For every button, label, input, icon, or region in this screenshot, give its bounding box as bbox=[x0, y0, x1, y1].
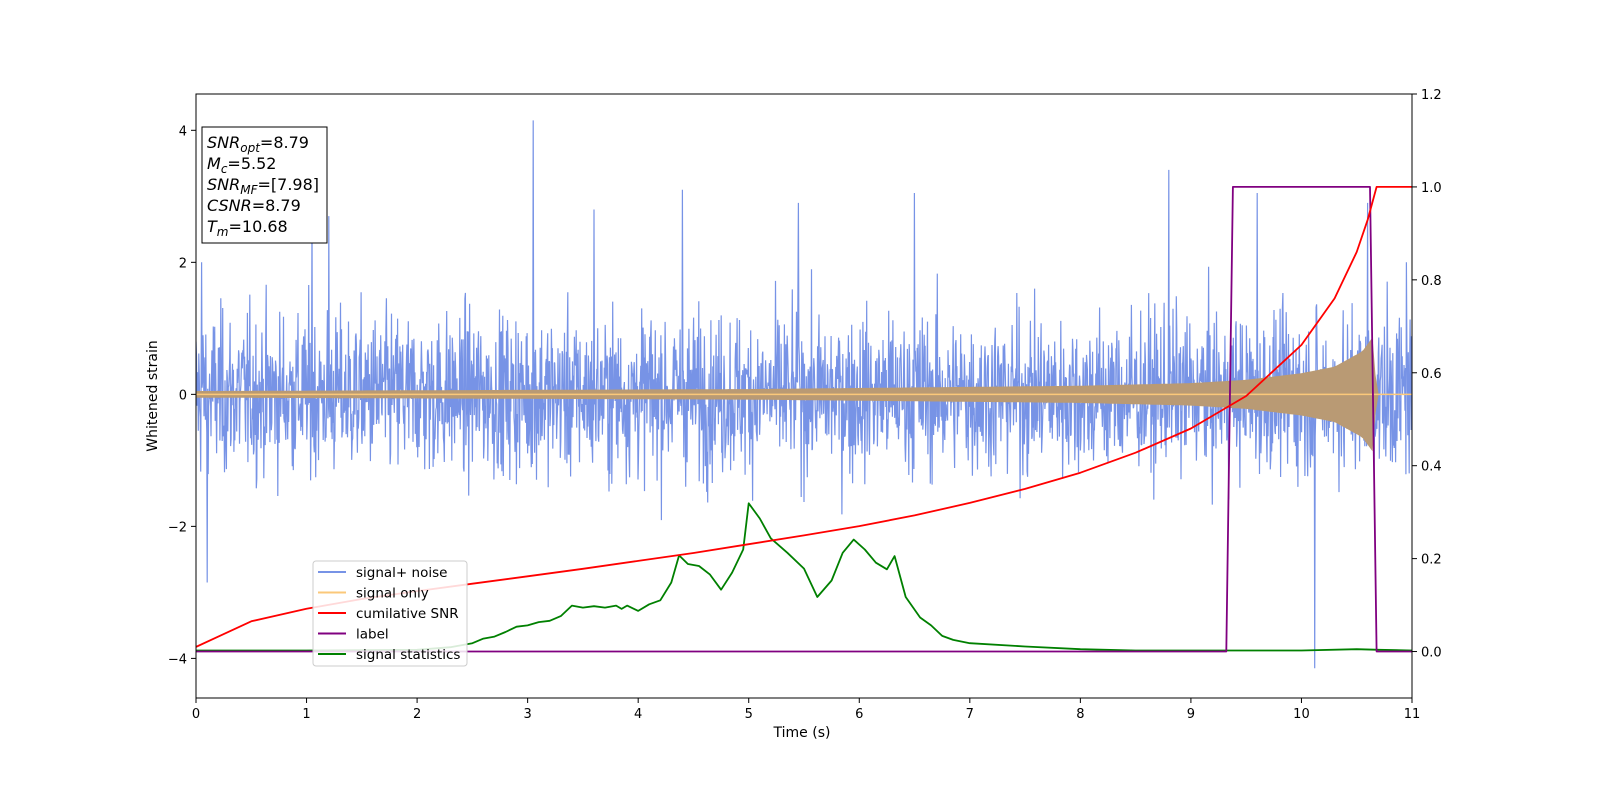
x-axis: 0 1 2 3 4 5 6 7 8 9 10 11 bbox=[192, 698, 1420, 722]
series-line-3 bbox=[196, 186, 1412, 653]
y-tick-label: 0 bbox=[179, 388, 187, 403]
x-tick-label: 4 bbox=[634, 707, 642, 722]
x-tick-label: 5 bbox=[745, 707, 753, 722]
x-tick-label: 9 bbox=[1187, 707, 1195, 722]
annotation-line: Mc=5.52 bbox=[207, 154, 276, 176]
annotation-frame bbox=[201, 126, 328, 244]
legend: signal+ noise signal only cumilative SNR la… bbox=[312, 560, 468, 667]
x-tick-label: 0 bbox=[192, 707, 200, 722]
y2-tick-label: 1.2 bbox=[1421, 88, 1442, 103]
y-axis-title: Whitened strain bbox=[145, 340, 161, 451]
legend-label: cumilative SNR bbox=[356, 606, 459, 622]
y2-tick-label: 0.2 bbox=[1421, 553, 1442, 568]
annotation-line: SNRMF=[7.98] bbox=[207, 175, 319, 197]
signal-only-series bbox=[196, 337, 1412, 452]
y-axis-left: −4 −2 0 2 4 bbox=[168, 124, 196, 667]
y2-tick-label: 0.8 bbox=[1421, 274, 1442, 289]
plot-frame bbox=[195, 93, 1413, 699]
legend-label: signal+ noise bbox=[356, 565, 447, 581]
y-tick-label: 4 bbox=[179, 124, 187, 139]
y-tick-label: 2 bbox=[179, 256, 187, 271]
x-tick-label: 7 bbox=[966, 707, 974, 722]
legend-frame bbox=[312, 560, 468, 667]
x-tick-label: 11 bbox=[1404, 707, 1421, 722]
legend-label: signal statistics bbox=[356, 647, 460, 663]
y2-tick-label: 0.0 bbox=[1421, 646, 1442, 661]
y2-tick-label: 0.4 bbox=[1421, 460, 1442, 475]
y2-tick-label: 0.6 bbox=[1421, 367, 1442, 382]
x-tick-label: 10 bbox=[1293, 707, 1310, 722]
x-axis-title: Time (s) bbox=[773, 725, 831, 741]
series-line-4 bbox=[196, 502, 1412, 652]
x-tick-label: 8 bbox=[1076, 707, 1084, 722]
x-tick-label: 1 bbox=[302, 707, 310, 722]
annotation-line: Tm=10.68 bbox=[207, 217, 288, 239]
annotation-line: SNRopt=8.79 bbox=[207, 133, 309, 155]
y-tick-label: −4 bbox=[168, 652, 187, 667]
y2-tick-label: 1.0 bbox=[1421, 181, 1442, 196]
x-tick-label: 3 bbox=[523, 707, 531, 722]
y-axis-right: 0.0 0.2 0.4 0.6 0.8 1.0 1.2 bbox=[1412, 88, 1442, 661]
x-tick-label: 2 bbox=[413, 707, 421, 722]
annotation-line: CSNR=8.79 bbox=[207, 196, 301, 215]
legend-label: signal only bbox=[356, 586, 429, 602]
plot-area bbox=[196, 120, 1412, 669]
legend-label: label bbox=[356, 627, 389, 643]
x-tick-label: 6 bbox=[855, 707, 863, 722]
y-tick-label: −2 bbox=[168, 520, 187, 535]
